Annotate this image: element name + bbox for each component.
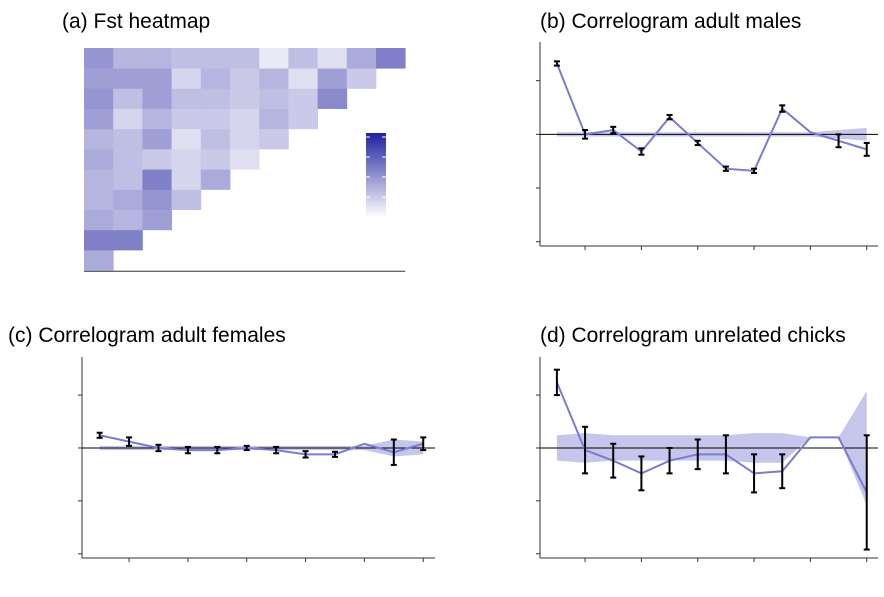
heatmap-cell <box>84 149 114 170</box>
heatmap-cell <box>84 88 114 109</box>
heatmap-cell <box>113 88 143 109</box>
heatmap-cell <box>259 48 289 69</box>
panel-d-title: (d) Correlogram unrelated chicks <box>540 324 846 347</box>
correlogram-adult-females <box>78 357 435 562</box>
heatmap-cell <box>113 108 143 130</box>
heatmap-cell <box>142 149 172 170</box>
heatmap-cell <box>142 169 172 190</box>
heatmap-cell <box>230 149 260 170</box>
heatmap-cell <box>84 250 114 271</box>
heatmap-cell <box>84 169 114 190</box>
heatmap-cell <box>259 88 289 109</box>
heatmap-cell <box>200 149 231 170</box>
heatmap-cell <box>230 88 260 109</box>
heatmap-cell <box>84 128 114 150</box>
heatmap-cell <box>142 88 172 109</box>
heatmap-cell <box>288 88 318 109</box>
heatmap-cell <box>288 68 318 89</box>
heatmap-cell <box>200 128 231 150</box>
heatmap-cell <box>200 169 231 190</box>
heatmap-cell <box>230 48 260 69</box>
heatmap-cell <box>317 48 348 69</box>
heatmap-cell <box>200 88 231 109</box>
heatmap-cell <box>200 48 231 69</box>
heatmap-cell <box>84 189 114 210</box>
heatmap-cell <box>113 128 143 150</box>
heatmap-cell <box>113 169 143 190</box>
heatmap-cell <box>288 108 318 130</box>
heatmap-cell <box>142 108 172 130</box>
heatmap-cell <box>171 189 202 210</box>
heatmap-cell <box>84 229 114 251</box>
correlogram-adult-males <box>536 42 878 250</box>
heatmap-cell <box>113 48 143 69</box>
heatmap-cell <box>317 68 348 89</box>
panel-a-title: (a) Fst heatmap <box>62 10 210 33</box>
heatmap-cell <box>200 108 231 130</box>
heatmap-cell <box>171 108 202 130</box>
heatmap-cell <box>142 209 172 231</box>
correlogram-unrelated-chicks <box>536 357 878 562</box>
heatmap-cell <box>142 128 172 150</box>
series-line <box>99 434 424 456</box>
heatmap-cell <box>171 149 202 170</box>
heatmap-cell <box>171 169 202 190</box>
heatmap-cell <box>346 48 377 69</box>
heatmap-cell <box>230 128 260 150</box>
heatmap-cell <box>259 68 289 89</box>
heatmap-cell <box>171 68 202 89</box>
heatmap-cell <box>84 68 114 89</box>
heatmap-cell <box>259 108 289 130</box>
heatmap-cell <box>142 68 172 89</box>
panel-b-title: (b) Correlogram adult males <box>540 10 801 33</box>
heatmap-cell <box>171 88 202 109</box>
heatmap-cell <box>113 149 143 170</box>
heatmap-cell <box>171 48 202 69</box>
heatmap-cell <box>259 128 289 150</box>
heatmap-cell <box>113 229 143 251</box>
heatmap-cell <box>142 189 172 210</box>
heatmap-cell <box>230 108 260 130</box>
heatmap-cell <box>288 48 318 69</box>
heatmap-cell <box>230 68 260 89</box>
series-line <box>555 63 868 172</box>
heatmap-cell <box>84 209 114 231</box>
heatmap-cell <box>84 48 114 69</box>
heatmap-cell <box>84 108 114 130</box>
heatmap-cell <box>200 68 231 89</box>
heatmap-cell <box>142 48 172 69</box>
series-line <box>555 382 868 493</box>
panel-c-title: (c) Correlogram adult females <box>8 324 286 347</box>
legend-colorbar <box>366 133 386 217</box>
heatmap-cell <box>113 209 143 231</box>
heatmap-cell <box>346 68 377 89</box>
heatmap-cell <box>113 68 143 89</box>
heatmap-cell <box>317 88 348 109</box>
heatmap-cell <box>171 128 202 150</box>
heatmap-cell <box>376 48 406 69</box>
heatmap-cell <box>113 189 143 210</box>
fst-heatmap <box>84 48 406 272</box>
